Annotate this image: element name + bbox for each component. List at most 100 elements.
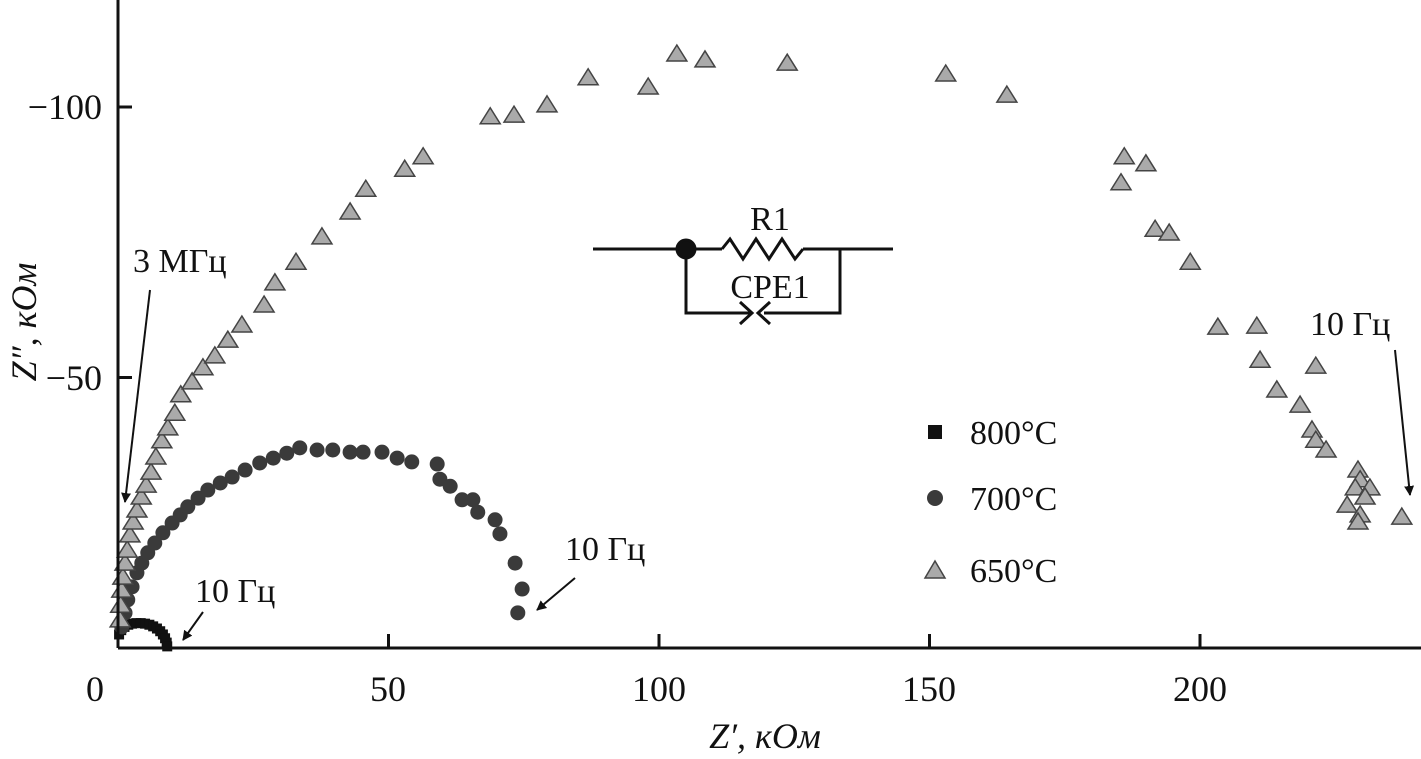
data-point-circle (492, 526, 508, 542)
data-point-triangle (125, 499, 149, 518)
data-point-triangle (156, 417, 180, 436)
legend-square-marker (928, 425, 942, 439)
data-point-circle (292, 440, 308, 456)
data-point-triangle (1314, 439, 1338, 458)
annotation-arrow (536, 577, 576, 611)
data-point-triangle (1178, 251, 1202, 271)
data-point-circle (355, 444, 371, 460)
data-point-circle (507, 555, 523, 571)
data-point-square (162, 641, 173, 652)
data-point-triangle (115, 539, 139, 558)
legend-triangle-marker (923, 559, 947, 579)
data-point-triangle (1304, 355, 1328, 374)
x-axis-title: Z′, кОм (709, 716, 821, 756)
data-point-circle (510, 605, 526, 621)
data-point-triangle (478, 106, 502, 125)
data-point-triangle (1112, 146, 1136, 165)
data-point-circle (309, 442, 325, 458)
data-point-circle (465, 492, 481, 508)
data-point-triangle (636, 76, 660, 95)
data-point-triangle (1265, 379, 1289, 398)
data-point-triangle (1134, 153, 1158, 172)
legend: 800°C 700°C 650°C (923, 415, 1057, 590)
data-point-circle (212, 475, 228, 491)
data-point-triangle (230, 314, 254, 333)
axis-ticks (118, 105, 1202, 648)
data-point-triangle (1248, 349, 1272, 368)
data-point-triangle (411, 146, 435, 165)
data-point-circle (514, 581, 530, 597)
data-point-circle (342, 444, 358, 460)
data-point-circle (252, 455, 268, 471)
data-point-triangle (310, 226, 334, 245)
data-point-triangle (113, 552, 137, 571)
data-point-circle (442, 478, 458, 494)
data-point-triangle (121, 511, 145, 530)
data-point-triangle (109, 594, 133, 614)
data-point-circle (265, 450, 281, 466)
data-point-circle (454, 492, 470, 508)
data-point-triangle (1343, 477, 1367, 496)
data-point-triangle (203, 345, 227, 364)
data-point-triangle (1300, 419, 1324, 438)
data-point-triangle (163, 402, 187, 421)
data-point-circle (180, 499, 196, 515)
circuit-node (675, 238, 697, 260)
circuit-cpe1-label: CPE1 (730, 269, 809, 306)
annotation-10hz-650: 10 Гц (1310, 306, 1390, 343)
data-point-circle (279, 445, 295, 461)
y-tick-label: −50 (46, 358, 102, 398)
data-point-triangle (393, 158, 417, 177)
data-point-triangle (995, 84, 1019, 103)
legend-label-700: 700°C (970, 481, 1057, 518)
data-point-triangle (1353, 486, 1377, 505)
data-marks (108, 43, 1414, 652)
legend-label-800: 800°C (970, 415, 1057, 452)
data-point-triangle (144, 446, 168, 465)
data-point-triangle (1335, 494, 1359, 513)
data-point-circle (374, 444, 390, 460)
x-tick-label: 50 (370, 669, 406, 709)
data-point-triangle (1288, 394, 1312, 413)
data-point-circle (487, 512, 503, 528)
data-point-circle (404, 454, 420, 470)
data-point-circle (200, 482, 216, 498)
annotation-10hz-700: 10 Гц (565, 531, 645, 568)
data-point-triangle (1206, 316, 1230, 335)
annotation-3mhz: 3 МГц (133, 243, 227, 280)
y-tick-label: −100 (28, 87, 102, 127)
data-point-triangle (118, 524, 142, 543)
annotation-arrow (182, 611, 204, 641)
x-tick-label: 0 (86, 669, 104, 709)
data-point-circle (389, 450, 405, 466)
data-point-circle (325, 442, 341, 458)
data-point-triangle (502, 104, 526, 123)
equivalent-circuit-inset (593, 236, 893, 326)
x-tick-label: 200 (1173, 669, 1227, 709)
data-point-triangle (576, 67, 600, 86)
data-point-triangle (129, 486, 153, 505)
data-point-triangle (108, 609, 132, 628)
x-tick-label: 100 (632, 669, 686, 709)
data-point-triangle (1157, 222, 1181, 241)
x-tick-label: 150 (902, 669, 956, 709)
data-point-circle (237, 462, 253, 478)
data-point-triangle (354, 178, 378, 197)
data-point-triangle (252, 294, 276, 313)
y-axis-title: Z″, кОм (4, 263, 44, 382)
data-point-triangle (169, 384, 193, 403)
annotation-arrow (1394, 349, 1415, 496)
data-point-triangle (693, 49, 717, 68)
data-point-triangle (191, 357, 215, 376)
data-point-triangle (1304, 429, 1328, 449)
data-point-triangle (134, 474, 158, 493)
data-point-circle (224, 469, 240, 485)
data-point-circle (147, 535, 163, 551)
data-point-triangle (150, 430, 174, 449)
data-point-triangle (338, 201, 362, 220)
data-point-circle (470, 504, 486, 520)
data-point-triangle (1346, 511, 1370, 530)
data-point-triangle (139, 461, 163, 480)
